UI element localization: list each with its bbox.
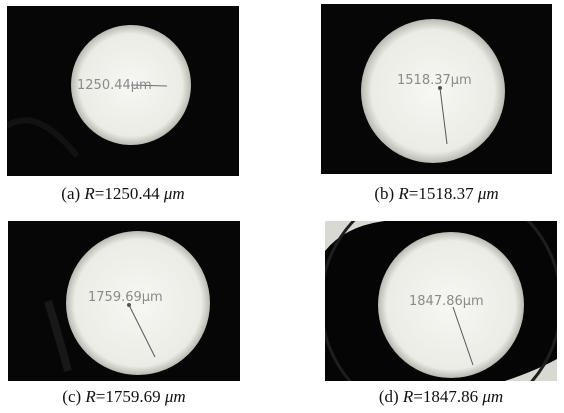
- unit: μm: [164, 387, 186, 406]
- equals-sign: =: [94, 184, 105, 203]
- figure-panel-a: 1250.44μm (a) R=1250.44 μm: [7, 6, 239, 213]
- panel-label: (d): [378, 387, 399, 406]
- equals-sign: =: [413, 387, 423, 406]
- figure-panel-b: 1518.37μm (b) R=1518.37 μm: [321, 4, 552, 213]
- micrograph-d: 1847.86μm: [325, 221, 557, 381]
- radius-line: [439, 87, 448, 145]
- micrograph-a: 1250.44μm: [7, 6, 239, 176]
- variable: R: [84, 184, 95, 203]
- measurement-label: 1759.69μm: [88, 290, 163, 305]
- caption-b: (b) R=1518.37 μm: [321, 184, 552, 204]
- caption-a: (a) R=1250.44 μm: [7, 184, 239, 204]
- bright-edge-top: [325, 221, 385, 251]
- radius-value: 1250.44: [104, 184, 160, 203]
- variable: R: [398, 184, 409, 203]
- figure-panel-d: 1847.86μm (d) R=1847.86 μm: [325, 221, 557, 413]
- radius-line: [128, 304, 156, 358]
- bright-edge-bottom: [505, 359, 557, 381]
- radius-line: [452, 306, 474, 366]
- aperture-disc: [361, 19, 505, 163]
- aperture-disc: [66, 231, 210, 375]
- measurement-label: 1518.37μm: [397, 73, 472, 88]
- panel-label: (b): [374, 184, 395, 203]
- micrograph-c: 1759.69μm: [8, 221, 240, 381]
- variable: R: [402, 387, 414, 406]
- measurement-label: 1847.86μm: [409, 294, 484, 309]
- panel-label: (c): [62, 387, 82, 406]
- radius-value: 1759.69: [105, 387, 161, 406]
- micrograph-b: 1518.37μm: [321, 4, 552, 174]
- unit: μm: [482, 387, 504, 406]
- figure-panel-c: 1759.69μm (c) R=1759.69 μm: [8, 221, 240, 413]
- unit: μm: [477, 184, 499, 203]
- radius-value: 1518.37: [418, 184, 474, 203]
- measurement-label: 1250.44μm: [77, 78, 152, 93]
- variable: R: [85, 387, 96, 406]
- aperture-disc: [378, 232, 524, 378]
- caption-c: (c) R=1759.69 μm: [8, 387, 240, 407]
- panel-label: (a): [61, 184, 81, 203]
- caption-d: (d) R=1847.86 μm: [325, 387, 557, 407]
- equals-sign: =: [95, 387, 106, 406]
- radius-value: 1847.86: [422, 387, 479, 406]
- equals-sign: =: [408, 184, 419, 203]
- unit: μm: [163, 184, 185, 203]
- radius-line: [130, 84, 168, 87]
